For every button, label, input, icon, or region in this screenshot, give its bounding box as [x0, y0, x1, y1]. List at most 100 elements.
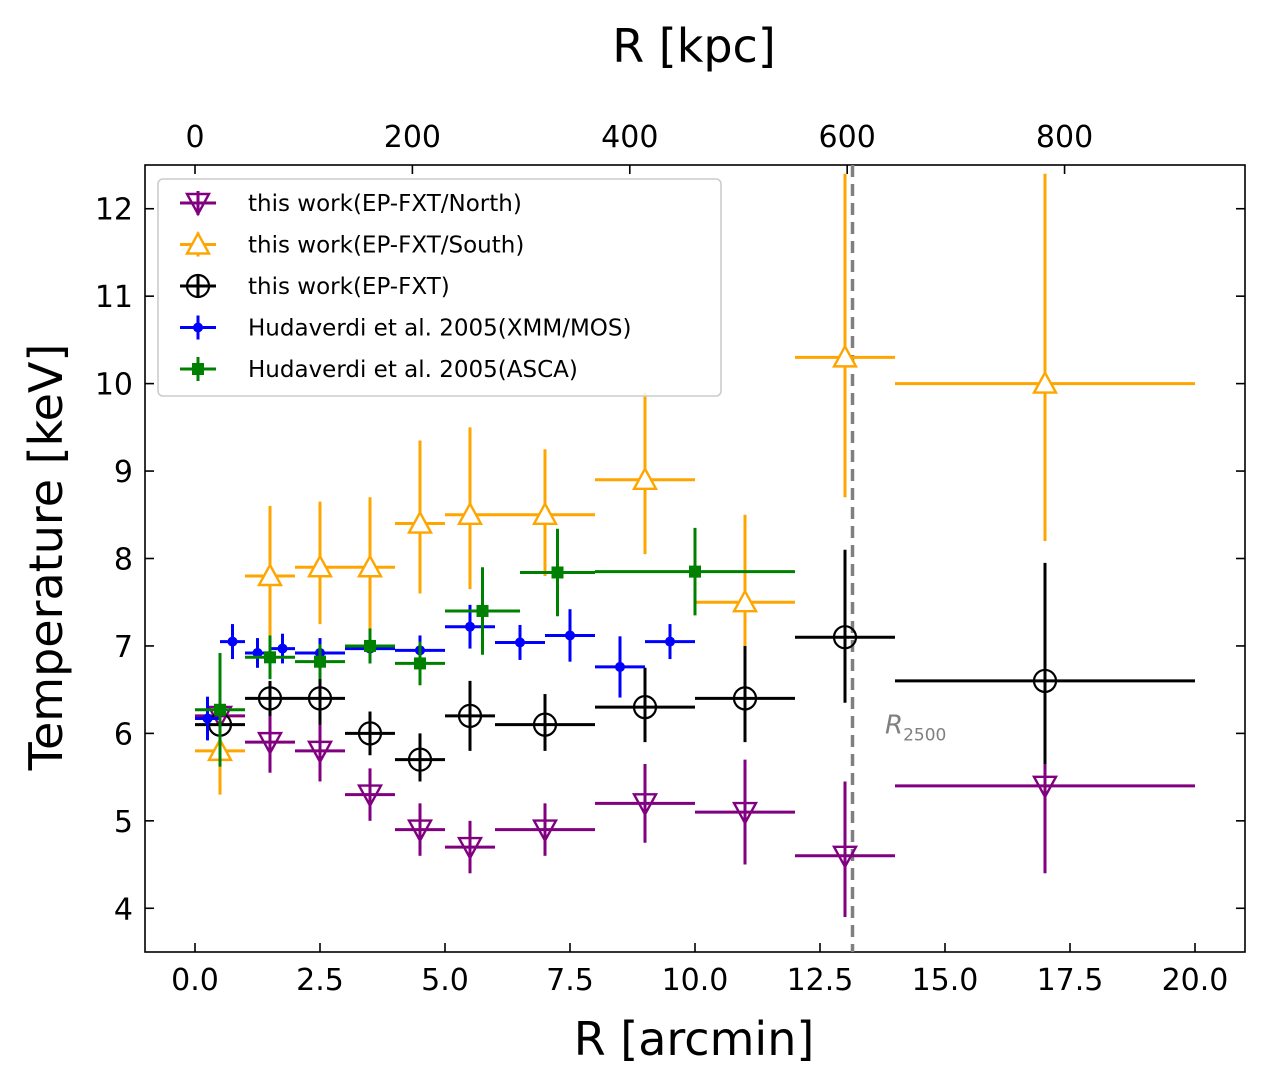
- x-tick-label: 0.0: [171, 963, 219, 998]
- x2-tick-label: 200: [384, 120, 441, 155]
- marker: [1031, 775, 1059, 800]
- data-point: [295, 644, 345, 680]
- legend-label: Hudaverdi et al. 2005(ASCA): [248, 357, 578, 383]
- data-point: [245, 506, 295, 646]
- marker: [832, 625, 858, 650]
- data-point: [495, 449, 595, 576]
- marker: [551, 566, 564, 579]
- x2-tick-label: 800: [1036, 120, 1093, 155]
- x-tick-label: 10.0: [662, 963, 729, 998]
- x2-tick-label: 400: [601, 120, 658, 155]
- marker: [731, 801, 759, 826]
- marker: [615, 661, 625, 672]
- legend: this work(EP-FXT/North) this work(EP-FXT/…: [157, 178, 722, 397]
- data-point: [795, 549, 895, 703]
- data-point: [595, 392, 695, 555]
- marker: [307, 686, 333, 711]
- x-tick-label: 20.0: [1162, 963, 1229, 998]
- data-point: [295, 672, 345, 725]
- marker: [631, 793, 659, 817]
- y-tick-label: 6: [114, 717, 133, 752]
- data-point: [395, 641, 445, 686]
- marker: [1032, 668, 1058, 694]
- data-point: [895, 562, 1195, 764]
- data-point: [245, 711, 295, 773]
- data-point: [445, 680, 495, 751]
- x-axis-title: R [arcmin]: [574, 1012, 815, 1066]
- data-point: [545, 609, 595, 662]
- data-point: [245, 638, 270, 668]
- marker: [631, 466, 659, 490]
- marker: [414, 657, 426, 670]
- legend-label: Hudaverdi et al. 2005(XMM/MOS): [248, 316, 632, 342]
- marker: [364, 639, 376, 652]
- data-point: [495, 694, 595, 751]
- marker: [831, 845, 859, 870]
- data-point: [295, 501, 345, 625]
- x-tick-label: 15.0: [912, 963, 979, 998]
- marker: [456, 836, 484, 861]
- r2500-label: R2500: [885, 710, 946, 745]
- y-tick-label: 10: [95, 368, 133, 403]
- data-point: [345, 768, 395, 821]
- marker: [356, 553, 384, 578]
- series-0: [195, 689, 1195, 918]
- y-tick-label: 12: [95, 193, 133, 228]
- legend-label: this work(EP-FXT): [248, 274, 450, 300]
- x-tick-label: 12.5: [787, 963, 854, 998]
- legend-item: this work(EP-FXT/South): [180, 231, 524, 259]
- data-point: [445, 604, 495, 649]
- marker: [732, 686, 758, 711]
- marker: [632, 695, 658, 720]
- data-point: [195, 652, 245, 767]
- y-tick-label: 8: [114, 543, 133, 578]
- series-2: [195, 549, 1195, 782]
- marker: [476, 604, 489, 617]
- marker: [184, 231, 212, 255]
- marker: [185, 273, 211, 299]
- data-point: [445, 820, 495, 874]
- marker: [407, 747, 433, 772]
- legend-item: this work(EP-FXT): [180, 273, 450, 300]
- data-point: [595, 667, 695, 743]
- data-point: [395, 733, 445, 782]
- legend-item: Hudaverdi et al. 2005(ASCA): [180, 357, 578, 383]
- marker: [227, 636, 238, 647]
- marker: [202, 713, 213, 724]
- marker: [456, 501, 484, 525]
- marker: [689, 565, 701, 578]
- series-1: [195, 173, 1195, 795]
- x-tick-label: 17.5: [1037, 963, 1104, 998]
- legend-label: this work(EP-FXT/North): [248, 191, 522, 217]
- data-point: [695, 514, 795, 646]
- data-point: [345, 711, 395, 756]
- marker: [357, 721, 383, 746]
- y-tick-label: 9: [114, 455, 133, 490]
- data-point: [795, 781, 895, 918]
- marker: [465, 621, 475, 632]
- plot-area: 0.0 2.5 5.0 7.5 10.0 12.5 15.0 17.5 20.0 0 200 400 6…: [95, 120, 1246, 998]
- marker: [531, 819, 559, 844]
- marker: [306, 740, 334, 765]
- data-point: [895, 759, 1195, 874]
- x2-axis-title: R [kpc]: [612, 19, 776, 73]
- marker: [515, 637, 525, 648]
- marker: [184, 192, 212, 217]
- data-point: [395, 440, 445, 594]
- data-point: [245, 680, 295, 716]
- marker: [214, 703, 226, 716]
- marker: [277, 643, 288, 654]
- marker: [565, 630, 575, 641]
- marker: [1031, 370, 1059, 394]
- marker: [264, 651, 276, 664]
- data-point: [445, 567, 520, 655]
- data-point: [445, 427, 495, 590]
- marker: [665, 636, 675, 647]
- marker: [256, 562, 284, 587]
- data-point: [645, 624, 695, 660]
- x-tick-label: 2.5: [296, 963, 344, 998]
- marker: [531, 501, 559, 525]
- marker: [532, 712, 558, 737]
- data-point: [495, 624, 545, 660]
